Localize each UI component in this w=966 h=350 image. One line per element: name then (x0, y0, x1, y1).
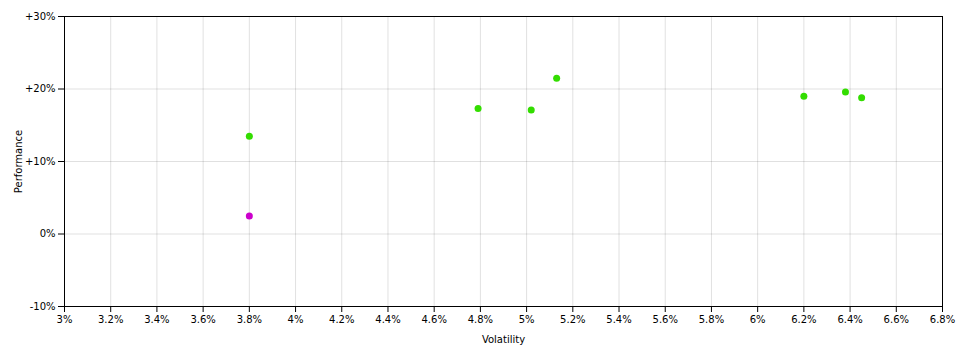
svg-text:5%: 5% (519, 314, 535, 325)
svg-text:-10%: -10% (30, 301, 56, 312)
svg-text:4.6%: 4.6% (421, 314, 446, 325)
svg-text:5.2%: 5.2% (560, 314, 585, 325)
svg-text:+10%: +10% (25, 156, 56, 167)
svg-text:6.8%: 6.8% (930, 314, 955, 325)
svg-text:+30%: +30% (25, 11, 56, 22)
svg-text:6.4%: 6.4% (837, 314, 862, 325)
svg-text:3.2%: 3.2% (98, 314, 123, 325)
svg-text:4.4%: 4.4% (375, 314, 400, 325)
svg-text:3%: 3% (57, 314, 73, 325)
svg-text:6.6%: 6.6% (884, 314, 909, 325)
svg-text:6%: 6% (750, 314, 766, 325)
svg-text:5.4%: 5.4% (606, 314, 631, 325)
svg-text:Performance: Performance (13, 130, 24, 193)
svg-text:4%: 4% (288, 314, 304, 325)
svg-text:3.6%: 3.6% (190, 314, 215, 325)
svg-text:5.6%: 5.6% (653, 314, 678, 325)
svg-text:Volatility: Volatility (482, 334, 525, 345)
svg-text:3.4%: 3.4% (144, 314, 169, 325)
svg-text:4.2%: 4.2% (329, 314, 354, 325)
svg-text:6.2%: 6.2% (791, 314, 816, 325)
svg-text:0%: 0% (40, 228, 56, 239)
svg-text:5.8%: 5.8% (699, 314, 724, 325)
svg-text:4.8%: 4.8% (468, 314, 493, 325)
svg-text:+20%: +20% (25, 83, 56, 94)
svg-text:3.8%: 3.8% (237, 314, 262, 325)
